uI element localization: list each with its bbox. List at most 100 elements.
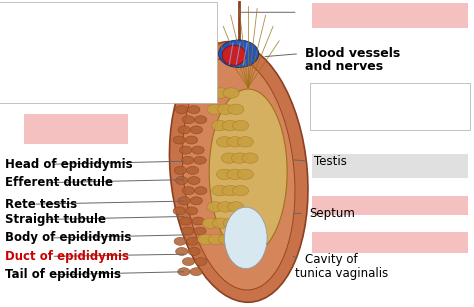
Text: two tunics: two tunics — [121, 46, 172, 55]
Circle shape — [187, 95, 199, 103]
Circle shape — [227, 137, 243, 147]
Text: and nerves: and nerves — [305, 60, 383, 72]
Ellipse shape — [219, 40, 259, 68]
Circle shape — [179, 75, 191, 83]
Circle shape — [228, 202, 244, 212]
Circle shape — [202, 218, 219, 228]
Text: lobules: lobules — [429, 120, 465, 129]
Circle shape — [195, 187, 207, 195]
Circle shape — [217, 137, 233, 147]
Circle shape — [208, 234, 224, 245]
Circle shape — [173, 136, 185, 144]
Circle shape — [228, 104, 244, 115]
Circle shape — [195, 258, 207, 266]
Text: Each contains up to 300: Each contains up to 300 — [317, 106, 421, 115]
Circle shape — [222, 120, 238, 131]
Circle shape — [223, 88, 239, 98]
Text: Each lobule is filled with 2 or 3: Each lobule is filled with 2 or 3 — [4, 11, 139, 20]
FancyBboxPatch shape — [312, 232, 468, 253]
FancyBboxPatch shape — [0, 2, 218, 103]
FancyBboxPatch shape — [312, 154, 468, 178]
Text: Blood vessels: Blood vessels — [305, 47, 400, 60]
Circle shape — [178, 55, 191, 63]
Text: Duct of epididymis: Duct of epididymis — [5, 250, 129, 263]
Circle shape — [186, 237, 199, 245]
Circle shape — [182, 85, 194, 93]
Text: Head of epididymis: Head of epididymis — [5, 158, 132, 171]
Circle shape — [232, 153, 248, 163]
Circle shape — [213, 88, 229, 98]
Circle shape — [192, 217, 204, 225]
Circle shape — [221, 153, 237, 163]
Text: compartments called: compartments called — [317, 120, 411, 129]
Circle shape — [218, 202, 234, 212]
Circle shape — [227, 169, 243, 180]
Text: •: • — [6, 82, 16, 91]
Circle shape — [178, 197, 190, 205]
FancyBboxPatch shape — [310, 83, 470, 130]
FancyBboxPatch shape — [24, 114, 128, 144]
Circle shape — [186, 166, 199, 174]
Circle shape — [185, 207, 198, 215]
Circle shape — [182, 227, 194, 235]
Text: Straight tubule: Straight tubule — [5, 213, 106, 226]
Circle shape — [176, 247, 188, 255]
Circle shape — [191, 126, 202, 134]
Text: Septum: Septum — [310, 207, 356, 220]
Circle shape — [182, 156, 194, 164]
Circle shape — [188, 177, 200, 185]
Circle shape — [178, 268, 190, 276]
Circle shape — [190, 197, 202, 205]
Circle shape — [242, 153, 258, 163]
Text: 5 cm x 4 cm: 5 cm x 4 cm — [317, 91, 370, 100]
Text: Testis: Testis — [314, 155, 347, 168]
Text: Rete testis: Rete testis — [5, 198, 77, 211]
Circle shape — [174, 237, 186, 245]
Circle shape — [178, 126, 191, 134]
Circle shape — [174, 166, 186, 174]
Circle shape — [223, 218, 239, 228]
Circle shape — [182, 116, 194, 124]
Circle shape — [190, 268, 202, 276]
Circle shape — [212, 120, 228, 131]
Circle shape — [188, 106, 200, 114]
Ellipse shape — [222, 45, 246, 65]
FancyBboxPatch shape — [312, 3, 468, 28]
Circle shape — [198, 234, 214, 245]
Circle shape — [182, 258, 195, 266]
Text: where sperm cells are formed.: where sperm cells are formed. — [35, 29, 169, 37]
Text: tunica vaginalis: tunica vaginalis — [295, 267, 389, 280]
Ellipse shape — [225, 207, 267, 269]
Circle shape — [233, 120, 249, 131]
Circle shape — [237, 137, 253, 147]
Ellipse shape — [209, 89, 287, 255]
Circle shape — [173, 65, 185, 73]
Text: Efferent ductule: Efferent ductule — [5, 176, 113, 189]
Text: Each testis is surrounded by: Each testis is surrounded by — [4, 46, 129, 55]
Circle shape — [191, 55, 203, 63]
Text: •: • — [6, 64, 16, 73]
Circle shape — [202, 88, 219, 98]
Circle shape — [222, 185, 238, 196]
Circle shape — [180, 146, 192, 154]
Circle shape — [185, 136, 198, 144]
Circle shape — [194, 85, 206, 93]
Text: - the fibrous capsule: - the fibrous capsule — [81, 82, 172, 91]
Circle shape — [213, 218, 229, 228]
Circle shape — [237, 169, 253, 180]
Circle shape — [194, 227, 206, 235]
Text: Body of epididymis: Body of epididymis — [5, 231, 131, 244]
Circle shape — [219, 234, 235, 245]
Circle shape — [194, 156, 206, 164]
Text: tubules: tubules — [4, 29, 40, 37]
FancyBboxPatch shape — [312, 196, 468, 215]
Circle shape — [192, 146, 204, 154]
Circle shape — [180, 217, 192, 225]
Ellipse shape — [169, 42, 308, 302]
Circle shape — [185, 65, 198, 73]
Circle shape — [212, 185, 228, 196]
Circle shape — [207, 104, 223, 115]
Circle shape — [207, 202, 223, 212]
Circle shape — [173, 207, 185, 215]
Circle shape — [188, 247, 200, 255]
